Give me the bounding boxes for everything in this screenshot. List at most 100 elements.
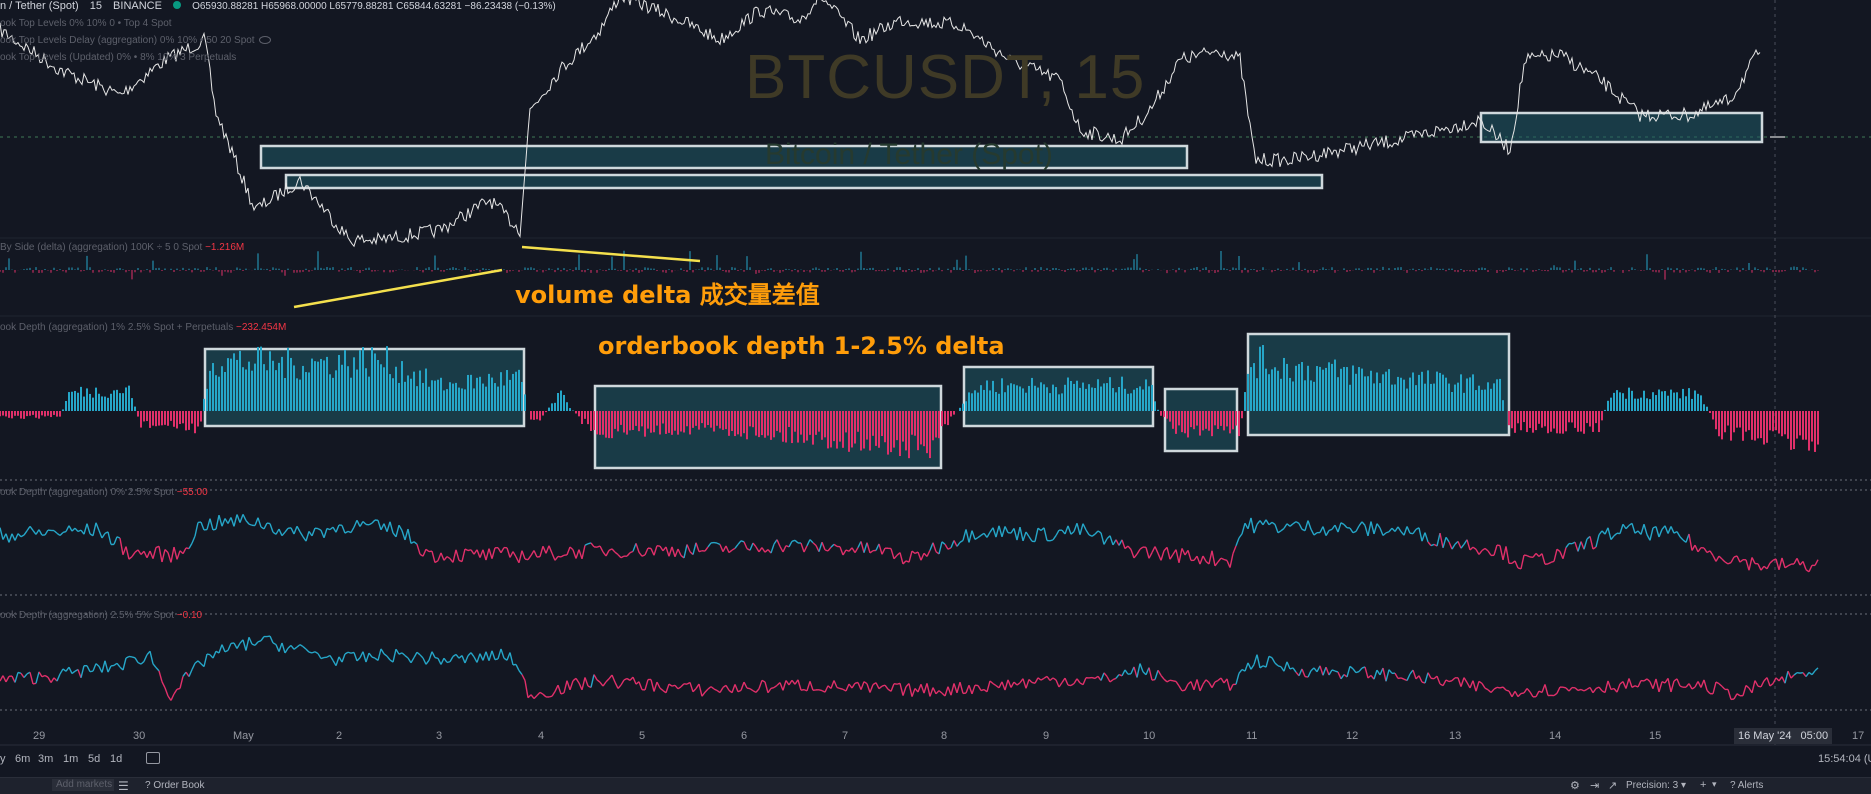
depth-line-3 bbox=[1716, 682, 1719, 684]
depth-line-3 bbox=[0, 676, 3, 681]
depth-line-2 bbox=[756, 547, 759, 552]
depth3-pane-legend[interactable]: ook Depth (aggregation) 2.5% 5% Spot −0.… bbox=[0, 610, 202, 621]
indicator-legend-3[interactable]: ook Top Levels (Updated) 0% • 8% 10% 3 P… bbox=[0, 52, 236, 63]
depth-line-2 bbox=[45, 530, 48, 535]
depth-line-2 bbox=[918, 552, 921, 560]
eye-icon[interactable] bbox=[259, 36, 271, 44]
depth-line-3 bbox=[840, 688, 843, 689]
depth-line-2 bbox=[945, 544, 948, 549]
depth-line-3 bbox=[876, 683, 879, 689]
interval-label[interactable]: 15 bbox=[90, 0, 102, 12]
indicator-legend-1[interactable]: ook Top Levels 0% 10% 0 • Top 4 Spot bbox=[0, 18, 172, 29]
range-button-y[interactable]: y bbox=[0, 753, 6, 765]
depth-line-3 bbox=[1029, 679, 1032, 682]
delta-pane-legend[interactable]: By Side (delta) (aggregation) 100K ÷ 5 0… bbox=[0, 242, 244, 253]
clock[interactable]: 15:54:04 (U bbox=[1818, 753, 1871, 765]
depth-line-3 bbox=[801, 690, 804, 691]
depth-line-3 bbox=[759, 680, 762, 688]
depth-line-2 bbox=[39, 530, 42, 535]
depth-line-3 bbox=[1659, 682, 1662, 692]
symbol-legend[interactable]: n / Tether (Spot) 15 BINANCE O65930.8828… bbox=[0, 0, 556, 12]
depth-line-2 bbox=[231, 517, 234, 526]
depth-line-3 bbox=[36, 672, 39, 683]
depth-line-3 bbox=[966, 685, 969, 693]
add-icon[interactable]: + bbox=[1700, 779, 1706, 791]
alerts-tab[interactable]: ? Alerts bbox=[1710, 780, 1763, 791]
add-markets-input[interactable]: Add markets bbox=[52, 779, 114, 791]
depth-line-3 bbox=[1275, 663, 1278, 666]
chart-trend-icon[interactable]: ↗ bbox=[1608, 779, 1617, 792]
depth-line-3 bbox=[1575, 688, 1578, 691]
depth-line-3 bbox=[312, 652, 315, 653]
depth-line-2 bbox=[1461, 544, 1464, 548]
depth-line-3 bbox=[1386, 670, 1389, 682]
depth-line-3 bbox=[1785, 671, 1788, 683]
depth-line-2 bbox=[1659, 529, 1662, 537]
symbol-name[interactable]: n / Tether (Spot) bbox=[0, 0, 79, 12]
date-range-icon[interactable] bbox=[146, 752, 160, 764]
range-button-1m[interactable]: 1m bbox=[63, 753, 78, 765]
depth-line-2 bbox=[993, 528, 996, 537]
depth-line-3 bbox=[492, 651, 495, 660]
depth-line-2 bbox=[1794, 558, 1797, 564]
depth-line-2 bbox=[1554, 549, 1557, 561]
depth-line-3 bbox=[1671, 681, 1674, 692]
depth-line-2 bbox=[582, 545, 585, 559]
depth-line-2 bbox=[1623, 524, 1626, 529]
depth-line-2 bbox=[1473, 547, 1476, 549]
depth-line-3 bbox=[891, 684, 894, 692]
settings-icon[interactable]: ⚙ bbox=[1570, 779, 1580, 792]
depth-line-2 bbox=[717, 543, 720, 544]
depth2-pane-legend[interactable]: ook Depth (aggregation) 0% 2.5% Spot −55… bbox=[0, 487, 208, 498]
depth-line-3 bbox=[1449, 681, 1452, 682]
depth-line-3 bbox=[1158, 670, 1161, 675]
depth-line-3 bbox=[900, 683, 903, 695]
depth-line-2 bbox=[222, 518, 225, 526]
depth-line-2 bbox=[1242, 523, 1245, 534]
depth-line-3 bbox=[912, 688, 915, 696]
depth-line-3 bbox=[1617, 684, 1620, 692]
depth-line-3 bbox=[1293, 668, 1296, 672]
depth-line-2 bbox=[1359, 522, 1362, 526]
depth-line-2 bbox=[1797, 558, 1800, 565]
depth-line-3 bbox=[1512, 691, 1515, 696]
depth-line-2 bbox=[672, 547, 675, 557]
depth-line-2 bbox=[462, 549, 465, 562]
depth-line-3 bbox=[393, 649, 396, 662]
depth-line-3 bbox=[411, 658, 414, 663]
menu-icon[interactable]: ☰ bbox=[118, 779, 129, 793]
order-book-tab[interactable]: ? Order Book bbox=[145, 780, 204, 791]
depth-line-2 bbox=[1146, 547, 1149, 558]
time-axis-label: 13 bbox=[1449, 730, 1461, 742]
depth-line-2 bbox=[1233, 546, 1236, 554]
depth-line-3 bbox=[15, 672, 18, 682]
range-button-3m[interactable]: 3m bbox=[38, 753, 53, 765]
export-icon[interactable]: ⇥ bbox=[1590, 779, 1599, 792]
depth-line-2 bbox=[12, 534, 15, 541]
range-button-1d[interactable]: 1d bbox=[110, 753, 122, 765]
depth-line-2 bbox=[951, 540, 954, 547]
depth-line-3 bbox=[519, 671, 522, 675]
depth-line-2 bbox=[576, 550, 579, 559]
depth-line-2 bbox=[1260, 521, 1263, 525]
depth-line-3 bbox=[1704, 680, 1707, 690]
depth-line-3 bbox=[825, 686, 828, 692]
indicator-legend-2[interactable]: ook Top Levels Delay (aggregation) 0% 10… bbox=[0, 35, 271, 46]
depth-line-3 bbox=[279, 643, 282, 652]
depth-line-2 bbox=[1320, 527, 1323, 533]
depth-line-3 bbox=[1269, 656, 1272, 657]
depth-line-2 bbox=[132, 552, 135, 556]
depth-line-3 bbox=[402, 653, 405, 656]
depth-pane-legend[interactable]: ook Depth (aggregation) 1% 2.5% Spot + P… bbox=[0, 322, 286, 333]
depth-line-3 bbox=[957, 682, 960, 693]
depth-line-3 bbox=[1728, 689, 1731, 699]
precision-selector[interactable]: Precision: 3 ▾ bbox=[1626, 780, 1686, 791]
range-button-6m[interactable]: 6m bbox=[15, 753, 30, 765]
range-button-5d[interactable]: 5d bbox=[88, 753, 100, 765]
depth-line-2 bbox=[312, 528, 315, 536]
depth-line-3 bbox=[1527, 688, 1530, 691]
depth-line-2 bbox=[1656, 527, 1659, 537]
depth-line-3 bbox=[177, 688, 180, 689]
time-axis-label: 5 bbox=[639, 730, 645, 742]
